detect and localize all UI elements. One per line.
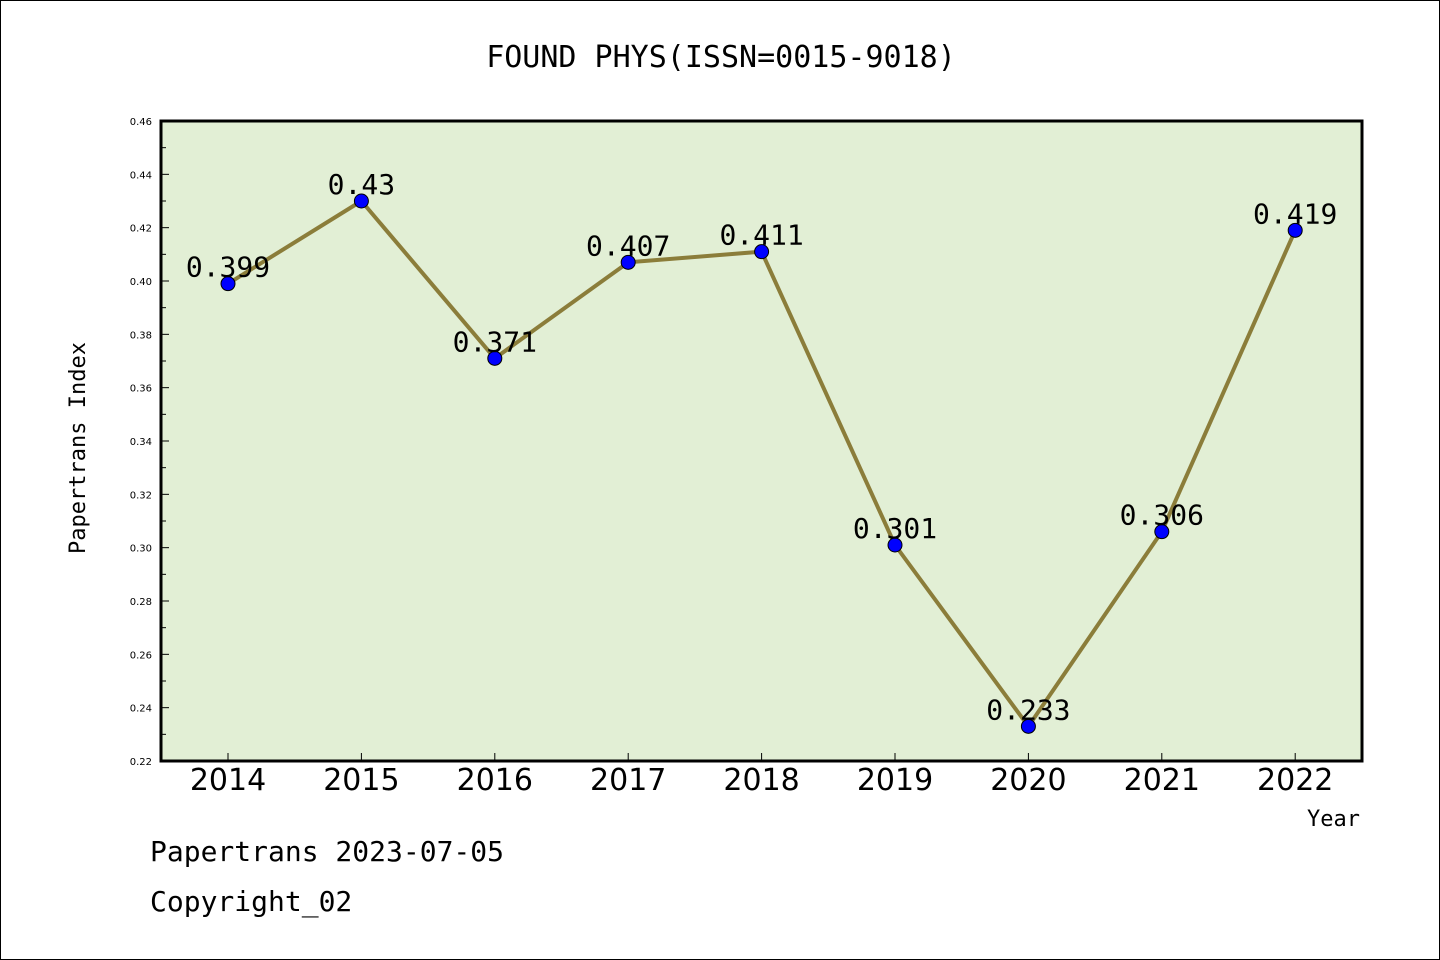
y-tick-label: 0.34: [130, 437, 152, 448]
y-axis: 0.22 0.24 0.26 0.28 0.30 0.32 0.34 0.36 0.38 0.40…: [130, 117, 169, 768]
data-label: 0.407: [586, 229, 670, 262]
x-tick-label: 2016: [457, 763, 533, 798]
data-label: 0.43: [328, 168, 395, 201]
x-tick-label: 2018: [723, 763, 799, 798]
y-tick-label: 0.38: [130, 330, 152, 341]
x-tick-label: 2021: [1124, 763, 1200, 798]
data-label: 0.399: [186, 251, 270, 284]
data-point: [1020, 718, 1036, 734]
x-tick-label: 2020: [990, 763, 1066, 798]
data-point: [220, 276, 236, 292]
data-label: 0.419: [1253, 197, 1337, 230]
data-label: 0.233: [986, 693, 1070, 726]
y-tick-label: 0.26: [130, 650, 152, 661]
x-tick-label: 2015: [323, 763, 399, 798]
y-tick-label: 0.22: [130, 757, 152, 768]
footer-date-text: Papertrans 2023-07-05: [150, 835, 505, 868]
y-tick-label: 0.40: [130, 277, 152, 288]
data-point: [620, 254, 636, 270]
data-labels: 0.399 0.43 0.371 0.407 0.411 0.301 0.233 0.306 0…: [186, 168, 1337, 726]
data-point: [1287, 222, 1303, 238]
x-tick-label: 2017: [590, 763, 666, 798]
plot-area: [159, 119, 1364, 763]
data-label: 0.371: [453, 325, 537, 358]
y-tick-label: 0.32: [130, 490, 152, 501]
y-tick-label: 0.30: [130, 544, 152, 555]
y-axis-label: Papertrans Index: [66, 342, 91, 554]
data-point: [754, 244, 770, 260]
data-label: 0.301: [853, 512, 937, 545]
y-tick-label: 0.44: [130, 170, 152, 181]
y-tick-label: 0.46: [130, 117, 152, 128]
data-point: [353, 193, 369, 209]
x-axis: 2014 2015 2016 2017 2018 2019 2020 2021 2022: [190, 753, 1333, 798]
data-label: 0.306: [1120, 499, 1204, 532]
data-point: [1154, 524, 1170, 540]
data-label: 0.411: [719, 219, 803, 252]
y-tick-label: 0.28: [130, 597, 152, 608]
x-tick-label: 2022: [1257, 763, 1333, 798]
x-axis-label: Year: [1307, 807, 1360, 832]
data-point: [887, 537, 903, 553]
y-tick-label: 0.24: [130, 704, 152, 715]
data-point: [487, 350, 503, 366]
y-tick-label: 0.36: [130, 384, 152, 395]
series-group: [220, 193, 1303, 734]
y-tick-label: 0.42: [130, 224, 152, 235]
x-tick-label: 2019: [857, 763, 933, 798]
chart-title: FOUND PHYS(ISSN=0015-9018): [486, 40, 956, 75]
x-tick-label: 2014: [190, 763, 266, 798]
footer-copyright-text: Copyright_02: [150, 885, 353, 918]
